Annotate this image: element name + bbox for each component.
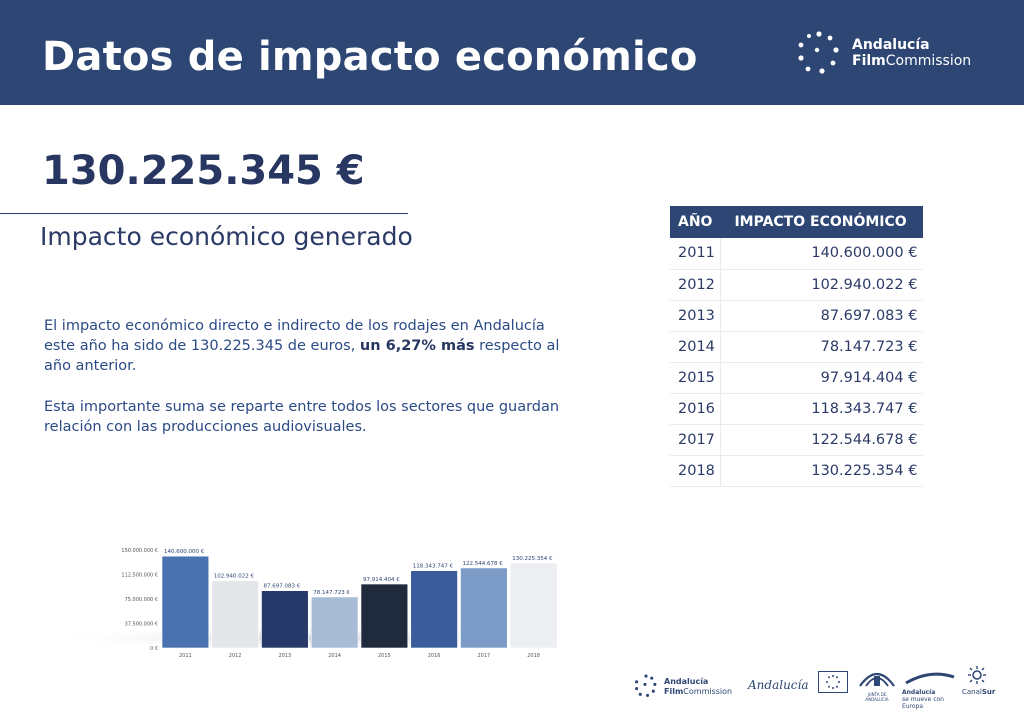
x-category-label: 2015	[378, 653, 391, 659]
cell-year: 2018	[670, 455, 721, 487]
impact-bar-chart: 0 € 37.500.000 € 75.000.000 € 112.500.000 €…	[40, 548, 580, 659]
dots-ring-icon	[798, 31, 839, 74]
cell-impact: 130.225.354 €	[720, 455, 924, 487]
bar-value-label: 78.147.723 €	[313, 590, 350, 596]
junta-caption: JUNTA DE ANDALUCIA	[865, 692, 889, 702]
logo-line-1: Andalucía	[852, 37, 930, 53]
footer-dots-icon	[635, 674, 657, 697]
sun-icon	[968, 666, 986, 684]
canalsur-word-1: Canal	[962, 688, 982, 696]
bar-value-label: 97.914.404 €	[363, 577, 400, 583]
cell-impact: 78.147.723 €	[720, 331, 924, 363]
chart-bar	[360, 583, 409, 649]
paragraph-impact-text-end: respecto al año anterior.	[44, 338, 560, 374]
table-row: 2012 102.940.022 €	[670, 269, 924, 301]
cell-year: 2011	[670, 238, 721, 270]
footer-afc-line-2-bold: Film	[664, 687, 684, 696]
footer-andalucia-logo: Andalucía	[748, 678, 809, 692]
x-category-label: 2014	[328, 653, 341, 659]
logo-line-2-bold: Film	[852, 53, 886, 69]
cell-year: 2014	[670, 331, 721, 363]
header-banner: Datos de impacto económico Andalucía Fil…	[0, 0, 1024, 105]
chart-bar	[460, 567, 508, 649]
amount-subtitle: Impacto económico generado	[40, 222, 413, 251]
footer-afc-line-2-rest: Commission	[683, 687, 733, 696]
logo-line-2-rest: Commission	[885, 53, 972, 69]
footer-europa-logo: Andalucía se mueve con Europa	[902, 670, 958, 710]
footer-junta-logo: JUNTA DE ANDALUCIA	[856, 668, 898, 702]
cell-impact: 122.544.678 €	[720, 424, 924, 456]
chart-bar	[211, 580, 259, 649]
bar-value-label: 140.600.000 €	[164, 549, 205, 555]
x-category-label: 2013	[279, 653, 292, 659]
cell-impact: 140.600.000 €	[720, 238, 924, 270]
paragraph-sectors: Esta importante suma se reparte entre to…	[44, 399, 560, 435]
bar-value-label: 122.544.678 €	[463, 561, 504, 567]
swoosh-icon	[905, 672, 955, 685]
footer-afc-line-1: Andalucía	[664, 677, 709, 686]
table-header-row: AÑO IMPACTO ECONÓMICO	[670, 206, 924, 238]
x-category-label: 2012	[229, 653, 242, 659]
footer-canalsur-logo: CanalSur	[962, 666, 996, 702]
table-row: 2016 118.343.747 €	[670, 393, 924, 425]
divider-line	[0, 213, 408, 214]
table-row: 2013 87.697.083 €	[670, 300, 924, 332]
paragraph-impact: El impacto económico directo e indirecto…	[44, 316, 574, 376]
eu-flag-icon	[818, 671, 848, 693]
y-tick-label: 112.500.000 €	[121, 573, 158, 579]
cell-impact: 118.343.747 €	[720, 393, 924, 425]
table-row: 2015 97.914.404 €	[670, 362, 924, 394]
bar-value-label: 102.940.022 €	[214, 574, 255, 580]
y-tick-label: 75.000.000 €	[125, 597, 158, 603]
x-category-label: 2011	[179, 653, 192, 659]
footer-afc-line-2: FilmCommission	[664, 687, 732, 697]
cell-year: 2016	[670, 393, 721, 425]
andalucia-film-commission-logo: Andalucía FilmCommission	[796, 30, 996, 76]
total-amount: 130.225.345 €	[42, 148, 365, 194]
chart-bar	[509, 562, 558, 649]
chart-bar	[310, 596, 359, 649]
cell-impact: 102.940.022 €	[720, 269, 924, 301]
junta-shield-icon	[859, 672, 895, 687]
chart-bar	[161, 555, 210, 649]
impact-table: AÑO IMPACTO ECONÓMICO 2011 140.600.000 € …	[670, 206, 924, 487]
canalsur-wordmark: CanalSur	[962, 688, 996, 696]
table-row: 2017 122.544.678 €	[670, 424, 924, 456]
page-title: Datos de impacto económico	[42, 34, 698, 80]
column-header-year: AÑO	[670, 206, 721, 238]
table-row: 2018 130.225.354 €	[670, 455, 924, 487]
footer-afc-logo: Andalucía FilmCommission	[634, 672, 738, 702]
logo-wordmark: Andalucía FilmCommission	[852, 37, 971, 69]
column-header-impact: IMPACTO ECONÓMICO	[720, 206, 924, 238]
cell-impact: 87.697.083 €	[720, 300, 924, 332]
logo-line-2: FilmCommission	[852, 53, 971, 69]
paragraph-impact-text: El impacto económico directo e indirecto…	[44, 318, 545, 354]
cell-year: 2012	[670, 269, 721, 301]
cell-year: 2017	[670, 424, 721, 456]
cell-year: 2015	[670, 362, 721, 394]
x-category-label: 2017	[478, 653, 491, 659]
x-category-label: 2018	[527, 653, 540, 659]
chart-bar	[261, 590, 309, 649]
table-row: 2011 140.600.000 €	[670, 238, 924, 270]
bar-value-label: 130.225.354 €	[512, 556, 553, 562]
y-tick-label: 150.000.000 €	[121, 548, 158, 554]
europa-line-2: se mueve con Europa	[902, 696, 944, 710]
bar-value-label: 118.343.747 €	[413, 564, 454, 570]
cell-year: 2013	[670, 300, 721, 332]
footer-logos: Andalucía FilmCommission Andalucía JUNTA…	[634, 666, 1014, 710]
paragraph-impact-highlight: un 6,27% más	[359, 338, 475, 354]
canalsur-word-2: Sur	[981, 688, 996, 696]
y-tick-label: 0 €	[150, 646, 158, 652]
x-category-label: 2016	[428, 653, 441, 659]
cell-impact: 97.914.404 €	[720, 362, 924, 394]
y-tick-label: 37.500.000 €	[125, 622, 158, 628]
europa-line-1: Andalucía	[902, 689, 936, 696]
bar-value-label: 87.697.083 €	[264, 584, 301, 590]
chart-bar	[410, 570, 458, 649]
table-row: 2014 78.147.723 €	[670, 331, 924, 363]
